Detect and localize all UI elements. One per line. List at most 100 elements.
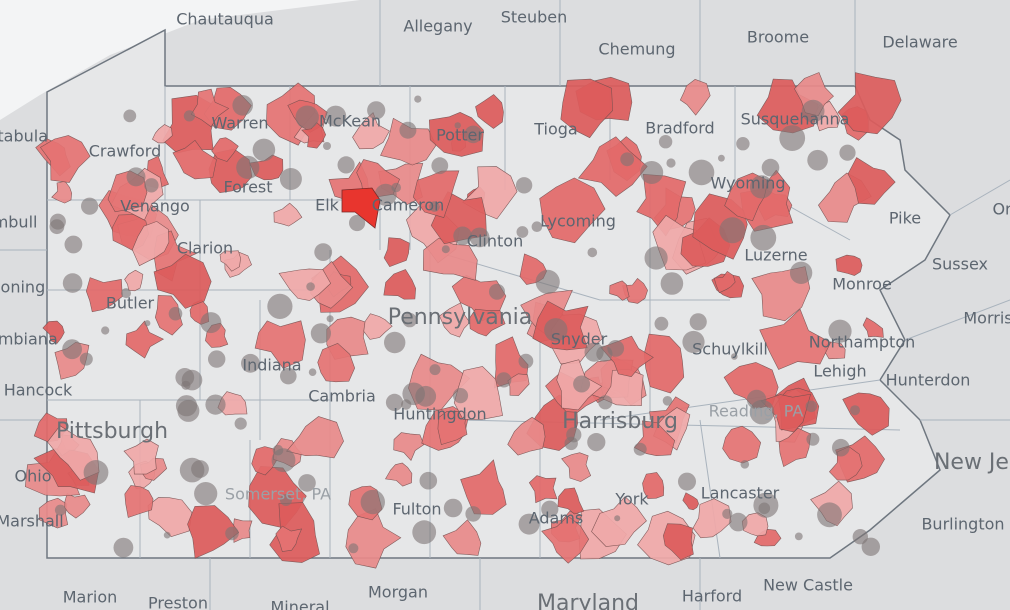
place-label: Burlington (921, 515, 1004, 534)
marker (515, 177, 533, 194)
marker (183, 110, 195, 122)
marker (81, 197, 99, 215)
marker (496, 372, 512, 388)
marker (225, 526, 239, 541)
marker (794, 532, 803, 541)
place-label: Pittsburgh (56, 419, 168, 444)
place-label: New Castle (763, 576, 853, 595)
marker (660, 272, 684, 295)
region (124, 269, 144, 292)
place-label: Ashtabula (0, 127, 48, 146)
place-label: Cambria (308, 387, 376, 406)
region (383, 237, 410, 267)
marker (241, 353, 260, 373)
place-label: Somerset, PA (225, 485, 331, 504)
region (187, 505, 240, 559)
marker (267, 293, 293, 319)
place-label: Warren (211, 114, 268, 133)
marker (453, 226, 472, 246)
marker (306, 282, 315, 291)
region (642, 472, 665, 499)
region (862, 317, 884, 338)
region (692, 498, 732, 539)
region (124, 485, 154, 518)
region (577, 136, 648, 197)
place-label: Northampton (809, 333, 916, 352)
marker (544, 318, 568, 342)
marker (367, 101, 386, 120)
marker (175, 395, 198, 417)
marker (348, 543, 359, 554)
place-label: Huntingdon (393, 405, 486, 424)
marker (385, 393, 404, 411)
place-label: Maryland (537, 591, 639, 610)
region (679, 79, 711, 116)
region (507, 416, 546, 456)
region (475, 94, 504, 129)
marker (728, 512, 748, 532)
marker (123, 109, 137, 123)
marker (429, 201, 440, 212)
marker (807, 149, 828, 171)
marker (749, 175, 774, 199)
region (847, 157, 896, 205)
marker (587, 247, 598, 258)
place-label: Preston (148, 594, 208, 610)
marker (689, 313, 707, 331)
place-label: Bradford (645, 119, 714, 138)
region (835, 254, 863, 276)
marker (121, 288, 131, 299)
marker (614, 515, 621, 522)
place-label: Pennsylvania (388, 305, 533, 330)
marker (144, 320, 151, 327)
place-label: Delaware (882, 33, 957, 52)
marker (789, 261, 813, 284)
marker (323, 142, 331, 150)
region (439, 302, 471, 338)
place-label: Harford (682, 587, 742, 606)
marker (662, 396, 673, 406)
marker (564, 436, 578, 451)
region (541, 515, 590, 564)
marker (518, 513, 540, 535)
region (42, 320, 65, 344)
marker (839, 144, 856, 161)
place-label: Ohio (15, 467, 52, 486)
marker (83, 460, 109, 485)
region (301, 122, 327, 149)
region (383, 269, 417, 300)
region (842, 392, 890, 436)
marker (79, 352, 93, 366)
place-label: Schuylkill (692, 340, 768, 359)
place-label: Orange (992, 200, 1010, 219)
marker (126, 167, 146, 187)
place-label: Morris (963, 309, 1010, 328)
marker (736, 137, 750, 151)
marker (633, 442, 647, 456)
marker (489, 283, 505, 300)
place-label: Butler (106, 294, 155, 313)
marker (832, 438, 850, 457)
marker (62, 339, 82, 360)
marker (731, 353, 738, 360)
region (211, 137, 239, 162)
marker (279, 168, 302, 190)
place-label: Wyoming (710, 174, 785, 193)
place-label: Mineral (270, 598, 329, 610)
marker (535, 269, 560, 294)
marker (666, 158, 676, 168)
region (275, 525, 303, 552)
place-label: Snyder (551, 330, 608, 349)
place-label: New Jersey (934, 450, 1010, 475)
region (64, 493, 91, 519)
place-label: Morgan (368, 583, 428, 602)
marker (750, 224, 777, 251)
marker (414, 95, 422, 103)
place-label: Pike (889, 209, 921, 228)
marker (399, 121, 417, 139)
marker (310, 323, 331, 344)
marker (163, 531, 171, 539)
region (345, 508, 402, 569)
lake-erie (0, 0, 360, 120)
